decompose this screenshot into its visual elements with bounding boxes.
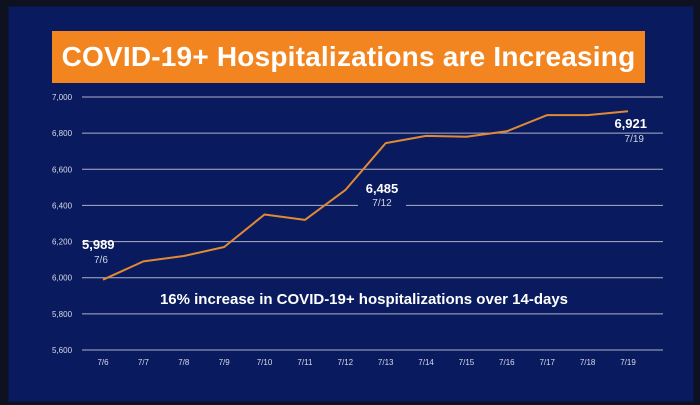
data-label-value: 5,989	[82, 237, 115, 252]
data-label-value: 6,921	[614, 116, 647, 131]
x-tick-label: 7/14	[418, 358, 434, 367]
x-tick-label: 7/17	[539, 358, 555, 367]
chart-title: COVID-19+ Hospitalizations are Increasin…	[61, 41, 636, 72]
gridlines	[82, 96, 663, 351]
y-tick-label: 6,000	[52, 274, 73, 283]
data-label-date: 7/19	[625, 134, 645, 145]
annotation-background	[108, 285, 620, 311]
y-axis-ticks: 5,600 5,800 6,000 6,200 6,400 6,600 6,800 7,000	[52, 93, 73, 355]
y-tick-label: 6,800	[52, 129, 73, 138]
x-tick-label: 7/7	[138, 358, 150, 367]
y-tick-label: 7,000	[52, 93, 73, 102]
annotation-text: 16% increase in COVID-19+ hospitalizatio…	[160, 291, 568, 308]
x-tick-label: 7/9	[219, 358, 231, 367]
x-tick-label: 7/19	[620, 358, 636, 367]
y-tick-label: 6,600	[52, 165, 73, 174]
x-tick-label: 7/15	[459, 358, 475, 367]
x-tick-label: 7/16	[499, 358, 515, 367]
y-tick-label: 5,600	[52, 346, 73, 355]
x-tick-label: 7/18	[580, 358, 596, 367]
data-label-background	[358, 180, 406, 212]
x-tick-label: 7/13	[378, 358, 394, 367]
chart-slide: COVID-19+ Hospitalizations are Increasin…	[8, 6, 694, 402]
series-line	[102, 110, 629, 281]
data-labels: 5,989 7/6 6,485 7/12 6,921 7/19	[82, 116, 647, 266]
y-tick-label: 5,800	[52, 310, 73, 319]
title-banner: COVID-19+ Hospitalizations are Increasin…	[52, 31, 645, 83]
y-tick-label: 6,200	[52, 238, 73, 247]
annotation-layer: 16% increase in COVID-19+ hospitalizatio…	[108, 285, 620, 311]
x-tick-label: 7/11	[297, 358, 313, 367]
x-tick-label: 7/8	[178, 358, 190, 367]
x-axis-ticks: 7/6 7/7 7/8 7/9 7/10 7/11 7/12 7/13 7/14 7/15 7/16…	[97, 358, 636, 367]
x-tick-label: 7/12	[338, 358, 354, 367]
y-tick-label: 6,400	[52, 201, 73, 210]
data-label-value: 6,485	[366, 181, 399, 196]
data-label-date: 7/6	[94, 255, 108, 266]
x-tick-label: 7/10	[257, 358, 273, 367]
x-tick-label: 7/6	[97, 358, 109, 367]
series-line-layer	[102, 110, 629, 281]
data-label-date: 7/12	[372, 198, 392, 209]
